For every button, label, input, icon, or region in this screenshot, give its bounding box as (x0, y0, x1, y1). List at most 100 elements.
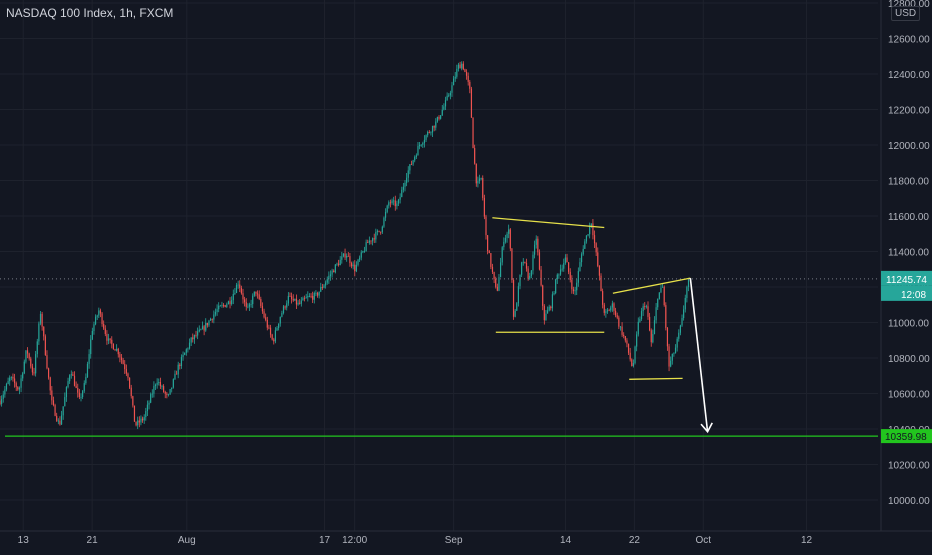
candle-body (250, 304, 252, 305)
candle-body (388, 202, 390, 206)
candle (312, 291, 314, 304)
candle (117, 347, 119, 358)
candle-body (652, 334, 654, 343)
candle (480, 177, 482, 181)
candle (537, 236, 539, 256)
symbol-title[interactable]: NASDAQ 100 Index, 1h, FXCM (6, 6, 174, 20)
candle (291, 292, 293, 304)
candle (214, 308, 217, 317)
candle (216, 304, 218, 316)
candle-body (146, 404, 149, 412)
candle (524, 261, 526, 264)
candles (0, 61, 690, 430)
candle (616, 312, 618, 320)
price-tick-label: 12600.00 (888, 35, 930, 46)
candle-body (487, 235, 489, 251)
candle-body (109, 338, 111, 340)
candle (213, 310, 215, 324)
candle (333, 269, 335, 273)
candle (234, 288, 236, 296)
candle-body (626, 340, 628, 344)
candle (381, 225, 383, 234)
time-axis[interactable]: 13 21 Aug 17 12:00 Sep 14 22 Oct 12 (0, 530, 932, 546)
candle (514, 309, 516, 318)
candle (227, 300, 230, 305)
candle-body (558, 274, 560, 276)
candle-body (587, 234, 589, 236)
candle-body (436, 116, 438, 122)
candle (350, 261, 353, 269)
candle-body (542, 285, 544, 306)
candle (465, 69, 468, 80)
candle (363, 246, 366, 253)
candle (347, 252, 349, 257)
price-axis[interactable]: 10000.0010200.0010400.0010600.0010800.00… (880, 0, 932, 531)
candle (615, 307, 617, 318)
candle-body (231, 300, 233, 305)
candle-body (198, 329, 200, 332)
candle-body (9, 377, 11, 382)
candle-body (172, 379, 174, 388)
candle-body (467, 75, 469, 82)
candle-body (80, 396, 82, 398)
candle-body (423, 139, 426, 144)
candle-body (475, 163, 477, 184)
candle-body (394, 200, 396, 207)
candle (172, 378, 174, 389)
candle-body (248, 304, 251, 307)
candle (412, 159, 414, 166)
candle-body (529, 276, 531, 279)
candle-body (355, 264, 357, 272)
candle-body (253, 291, 255, 296)
price-tick-label: 11600.00 (888, 212, 929, 223)
candle-body (294, 298, 296, 301)
candle-body (5, 383, 8, 390)
candle-body (663, 286, 665, 306)
price-tick-label: 11800.00 (888, 177, 929, 188)
candle (380, 231, 382, 235)
candle-body (634, 346, 636, 364)
candle (590, 223, 592, 229)
candle (4, 386, 6, 398)
candle (250, 299, 252, 308)
candle (60, 410, 63, 426)
candle-body (94, 316, 97, 325)
candle-body (295, 298, 298, 305)
candle (406, 172, 408, 187)
candle (282, 305, 285, 315)
candle (598, 265, 600, 281)
grid (0, 0, 878, 531)
candle-body (359, 257, 361, 260)
candle (461, 61, 463, 71)
candle (373, 233, 375, 244)
candle (237, 280, 239, 289)
candle-body (506, 233, 508, 238)
candle-body (256, 293, 259, 295)
candle (141, 416, 144, 423)
candle (98, 307, 100, 319)
candle-body (597, 252, 599, 266)
candle (276, 326, 278, 331)
candle-body (687, 278, 690, 288)
candle-body (331, 270, 333, 275)
candle-body (318, 291, 320, 296)
currency-badge[interactable]: USD (891, 6, 921, 21)
candle (273, 337, 275, 345)
candle-body (397, 199, 400, 204)
candle (493, 271, 495, 284)
candle (80, 393, 82, 402)
candle-body (281, 313, 283, 317)
candle-body (1, 398, 3, 404)
candle (488, 249, 490, 254)
candle (13, 373, 16, 388)
candle-body (163, 386, 165, 392)
candle (602, 288, 604, 309)
candle (404, 180, 406, 192)
candle-body (462, 63, 464, 70)
candle (525, 258, 528, 272)
candle (357, 258, 359, 267)
candle (201, 321, 204, 330)
candle (639, 316, 641, 323)
